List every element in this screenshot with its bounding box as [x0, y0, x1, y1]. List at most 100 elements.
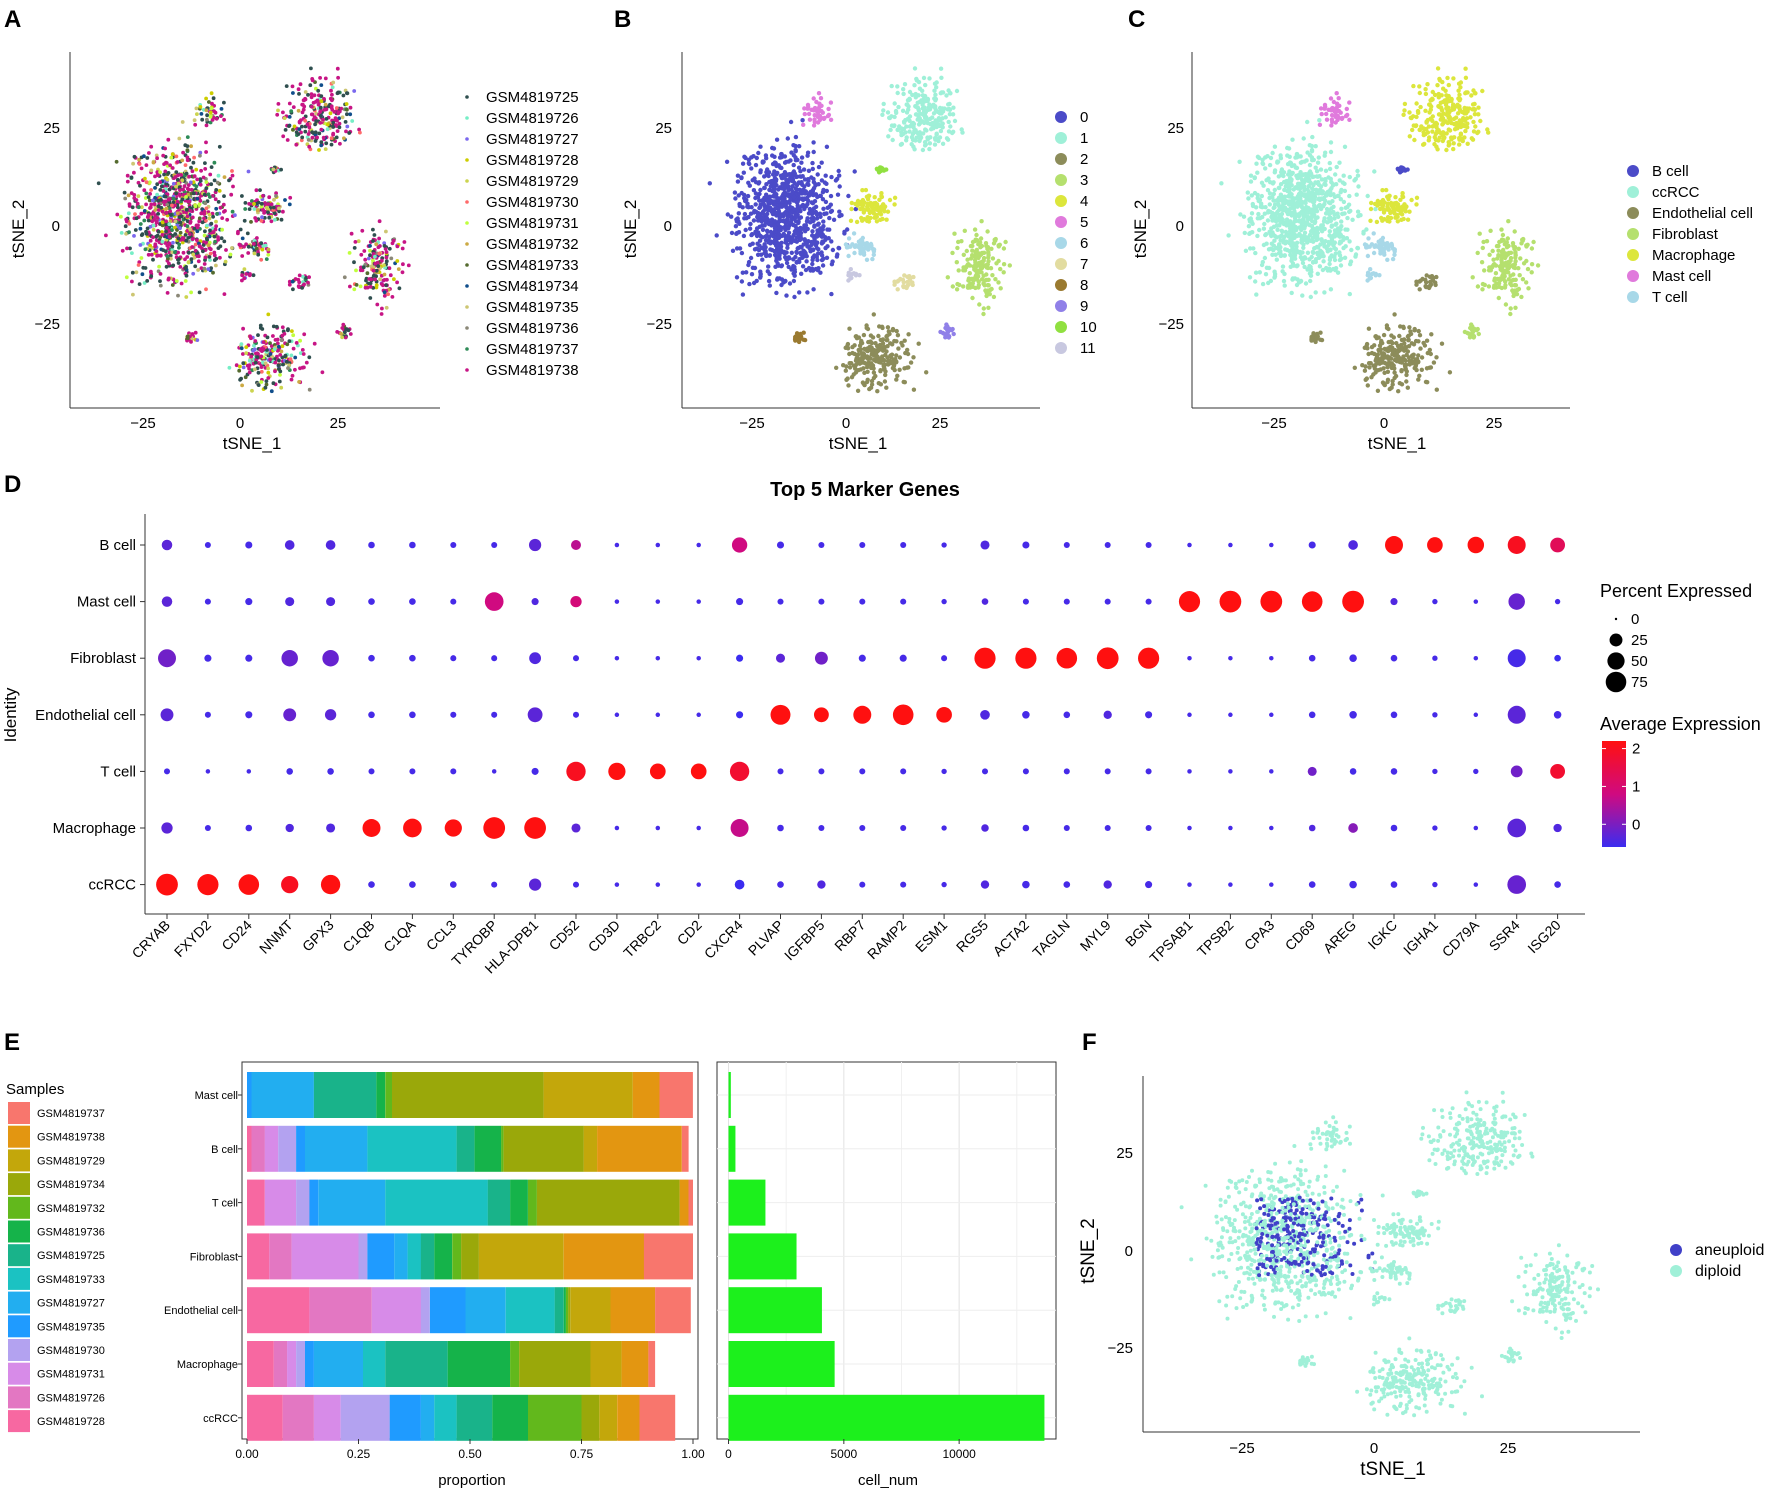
cell-point — [1412, 328, 1417, 333]
cell-point — [931, 111, 937, 116]
cell-point — [904, 110, 910, 115]
cell-point — [1289, 253, 1294, 259]
cell-point — [1337, 178, 1342, 183]
cell-point — [239, 346, 244, 351]
cell-point — [1246, 224, 1252, 229]
cell-point — [319, 114, 323, 118]
cell-point — [313, 130, 318, 135]
cell-point — [162, 162, 167, 167]
cell-point — [781, 231, 786, 237]
cell-point — [1278, 192, 1284, 197]
cell-point — [830, 247, 836, 253]
cell-point — [243, 207, 248, 211]
cell-point — [1314, 187, 1319, 192]
cell-point — [1378, 367, 1383, 372]
cell-point — [747, 161, 752, 167]
cell-point — [1284, 239, 1289, 244]
cell-point — [853, 206, 858, 212]
cell-point — [293, 355, 298, 360]
cell-point — [307, 125, 312, 130]
cell-point — [753, 202, 758, 207]
cell-point — [824, 255, 830, 260]
cell-point — [1398, 205, 1403, 210]
cell-point — [331, 125, 336, 129]
cell-point — [1288, 206, 1293, 211]
cell-point — [387, 246, 392, 251]
cell-point — [199, 112, 204, 116]
cell-point — [848, 218, 854, 223]
cell-point — [782, 184, 787, 189]
cell-point — [137, 260, 142, 264]
cell-point — [1342, 255, 1348, 260]
cell-point — [822, 211, 827, 216]
cell-point — [149, 168, 154, 173]
cell-point — [191, 271, 196, 276]
cell-point — [128, 246, 132, 251]
cell-point — [1394, 351, 1399, 357]
cell-point — [300, 135, 305, 140]
legend-dot — [1055, 195, 1067, 207]
cell-point — [1407, 325, 1412, 330]
cell-point — [1395, 219, 1401, 224]
cell-point — [1252, 190, 1258, 196]
cell-point — [1347, 239, 1352, 244]
cell-point — [1429, 332, 1434, 337]
cell-point — [849, 206, 854, 212]
cell-point — [811, 96, 816, 101]
cell-point — [189, 144, 194, 149]
cell-point — [252, 367, 257, 372]
cell-point — [804, 254, 809, 259]
cell-point — [145, 279, 150, 283]
cell-point — [789, 250, 794, 255]
cell-point — [927, 102, 932, 107]
cell-point — [852, 244, 858, 249]
cell-point — [1307, 266, 1313, 271]
cell-point — [867, 346, 872, 352]
cell-point — [815, 172, 820, 177]
cell-point — [1315, 237, 1320, 242]
cell-point — [341, 322, 346, 327]
cell-point — [222, 117, 227, 122]
cell-point — [193, 204, 198, 209]
cell-point — [294, 130, 299, 135]
cell-point — [923, 99, 928, 104]
cell-point — [189, 187, 194, 192]
cell-point — [847, 326, 852, 331]
cell-point — [1249, 211, 1255, 216]
cell-point — [278, 373, 282, 377]
cell-point — [275, 341, 280, 346]
cell-point — [786, 226, 791, 231]
cell-point — [255, 236, 259, 240]
cell-point — [771, 146, 777, 151]
cell-point — [277, 379, 282, 384]
cell-point — [893, 357, 898, 362]
cell-point — [902, 366, 907, 371]
legend-label: 2 — [1080, 151, 1088, 168]
cell-point — [283, 353, 288, 358]
cell-point — [902, 338, 907, 343]
cell-point — [1250, 201, 1256, 207]
cell-point — [1355, 168, 1360, 174]
cell-point — [889, 83, 894, 89]
cell-point — [366, 256, 371, 261]
cell-point — [213, 239, 218, 244]
cell-point — [784, 260, 790, 266]
cell-point — [871, 252, 876, 257]
cell-point — [1322, 290, 1327, 295]
cell-point — [1293, 212, 1298, 218]
cell-point — [876, 381, 881, 386]
cell-point — [810, 201, 816, 206]
cell-point — [1341, 237, 1346, 242]
cell-point — [1363, 377, 1368, 382]
cell-point — [981, 306, 986, 311]
cell-point — [196, 268, 201, 272]
cell-point — [778, 203, 783, 208]
cell-point — [1326, 175, 1331, 180]
cell-point — [752, 176, 757, 181]
cell-point — [349, 231, 354, 236]
cell-point — [798, 169, 803, 174]
cell-point — [789, 187, 794, 192]
cell-point — [336, 75, 340, 80]
cell-point — [337, 116, 342, 121]
cell-point — [823, 237, 828, 242]
